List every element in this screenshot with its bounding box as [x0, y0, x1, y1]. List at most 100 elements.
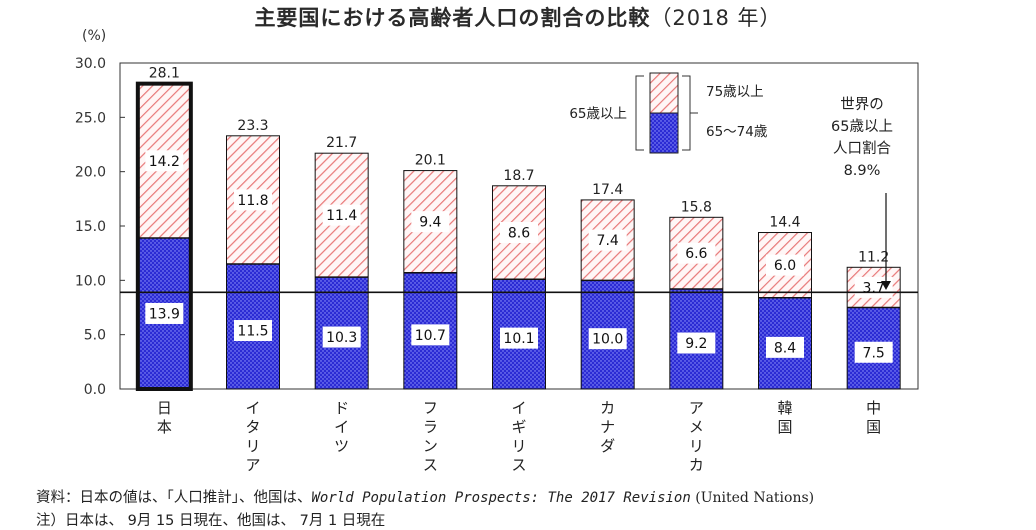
legend-group-label: 65歳以上 [569, 106, 627, 122]
category-label: 韓 [777, 399, 792, 417]
y-tick-label: 10.0 [75, 273, 106, 289]
total-label: 28.1 [149, 66, 180, 82]
legend-swatch-75-plus [649, 72, 679, 114]
category-label: ツ [334, 437, 349, 455]
category-label: 国 [866, 418, 881, 436]
category-label: ナ [600, 418, 615, 436]
legend-swatch-65-74 [649, 112, 679, 154]
y-tick-label: 20.0 [75, 165, 106, 181]
category-label: リ [245, 437, 260, 455]
total-label: 18.7 [503, 168, 534, 184]
bar-outline [669, 216, 724, 390]
reference-label: 人口割合 [833, 140, 891, 157]
total-label: 17.4 [592, 182, 623, 198]
legend-bracket-left [635, 75, 644, 151]
total-label: 11.2 [858, 249, 889, 265]
category-label: ド [334, 399, 349, 417]
lower-value-box [677, 332, 716, 354]
category-label: ギ [511, 418, 526, 436]
lower-value-label: 10.1 [503, 331, 534, 347]
upper-value-label: 14.2 [149, 154, 180, 170]
bar-outline [846, 266, 901, 390]
legend-bracket-right [682, 75, 691, 151]
bar-outline-highlight [135, 81, 193, 391]
reference-label: 65歳以上 [831, 118, 893, 135]
y-tick-label: 5.0 [84, 328, 106, 344]
upper-value-box [500, 222, 538, 244]
upper-value-label: 6.0 [774, 258, 796, 274]
source-prefix: 資料：日本の値は、「人口推計」、他国は、 [36, 490, 312, 506]
bar-outline [580, 199, 635, 390]
total-label: 15.8 [681, 199, 712, 215]
lower-value-box [234, 320, 272, 342]
category-label: カ [689, 456, 704, 474]
lower-value-label: 10.7 [415, 328, 446, 344]
chart-title-text: 主要国における高齢者人口の割合の比較 [254, 6, 651, 30]
upper-value-box [588, 229, 627, 251]
category-label: ン [423, 437, 438, 455]
category-label: イ [334, 418, 349, 436]
upper-value-box [411, 211, 450, 233]
category-label: リ [511, 437, 526, 455]
upper-value-label: 11.4 [326, 208, 357, 224]
category-label: タ [245, 418, 260, 436]
upper-value-label: 3.7 [863, 280, 885, 296]
upper-value-box [145, 150, 184, 172]
upper-value-label: 11.8 [237, 193, 268, 209]
category-label: フ [423, 399, 438, 417]
category-label: ア [689, 399, 704, 417]
upper-value-box [677, 242, 716, 264]
total-label: 20.1 [415, 153, 446, 169]
lower-value-box [766, 336, 804, 358]
lower-value-box [588, 328, 627, 350]
y-tick-label: 0.0 [84, 382, 106, 398]
total-label: 23.3 [237, 118, 268, 134]
bar-outline [492, 185, 546, 390]
category-label: ス [511, 456, 526, 474]
lower-value-label: 8.4 [774, 340, 796, 356]
lower-value-box [411, 324, 450, 346]
source-note: 資料：日本の値は、「人口推計」、他国は、World Population Pro… [36, 486, 814, 507]
upper-value-label: 9.4 [419, 215, 441, 231]
upper-value-label: 6.6 [685, 246, 707, 262]
lower-value-box [500, 327, 538, 349]
upper-value-box [322, 204, 361, 226]
category-label: ダ [600, 437, 615, 455]
category-label: 中 [866, 399, 881, 417]
chart-title: 主要国における高齢者人口の割合の比較（2018 年） [0, 2, 1036, 32]
lower-value-label: 11.5 [237, 324, 268, 340]
lower-value-label: 9.2 [685, 336, 707, 352]
lower-value-box [145, 302, 184, 324]
footnote-text: 注）日本は、 9月 15 日現在、他国は、 7月 1 日現在 [36, 513, 386, 529]
category-label: リ [689, 437, 704, 455]
upper-value-box [234, 189, 272, 211]
lower-value-box [322, 326, 361, 348]
category-label: ラ [423, 418, 438, 436]
stacked-bar-chart: (%) 0.0 5.0 10.0 15.0 20.0 25.0 30.0 28.1 13.9 14.… [75, 28, 919, 474]
lower-value-label: 10.0 [592, 332, 623, 348]
y-tick-label: 15.0 [75, 219, 106, 235]
y-tick-label: 25.0 [75, 110, 106, 126]
category-label: カ [600, 399, 615, 417]
total-label: 21.7 [326, 135, 357, 151]
footnote: 注）日本は、 9月 15 日現在、他国は、 7月 1 日現在 [36, 509, 385, 530]
legend-label-65-74: 65～74歳 [706, 124, 768, 140]
source-org: (United Nations) [690, 490, 815, 506]
y-tick-label: 30.0 [75, 56, 106, 72]
bar-outline [226, 135, 280, 390]
chart-title-year: （2018 年） [650, 6, 782, 30]
legend-label-75-plus: 75歳以上 [706, 84, 764, 100]
category-label: 本 [157, 418, 172, 436]
lower-value-label: 10.3 [326, 330, 357, 346]
reference-label: 8.9% [844, 163, 881, 179]
lower-value-label: 13.9 [149, 306, 180, 322]
lower-value-box [854, 341, 893, 363]
category-label: ア [245, 456, 260, 474]
bar-outline [758, 232, 812, 390]
bar-outline [314, 152, 369, 390]
reference-arrow-head [881, 281, 891, 290]
upper-value-label: 7.4 [597, 233, 619, 249]
total-label: 14.4 [769, 215, 800, 231]
lower-value-label: 7.5 [863, 345, 885, 361]
bar-outline [403, 170, 458, 390]
